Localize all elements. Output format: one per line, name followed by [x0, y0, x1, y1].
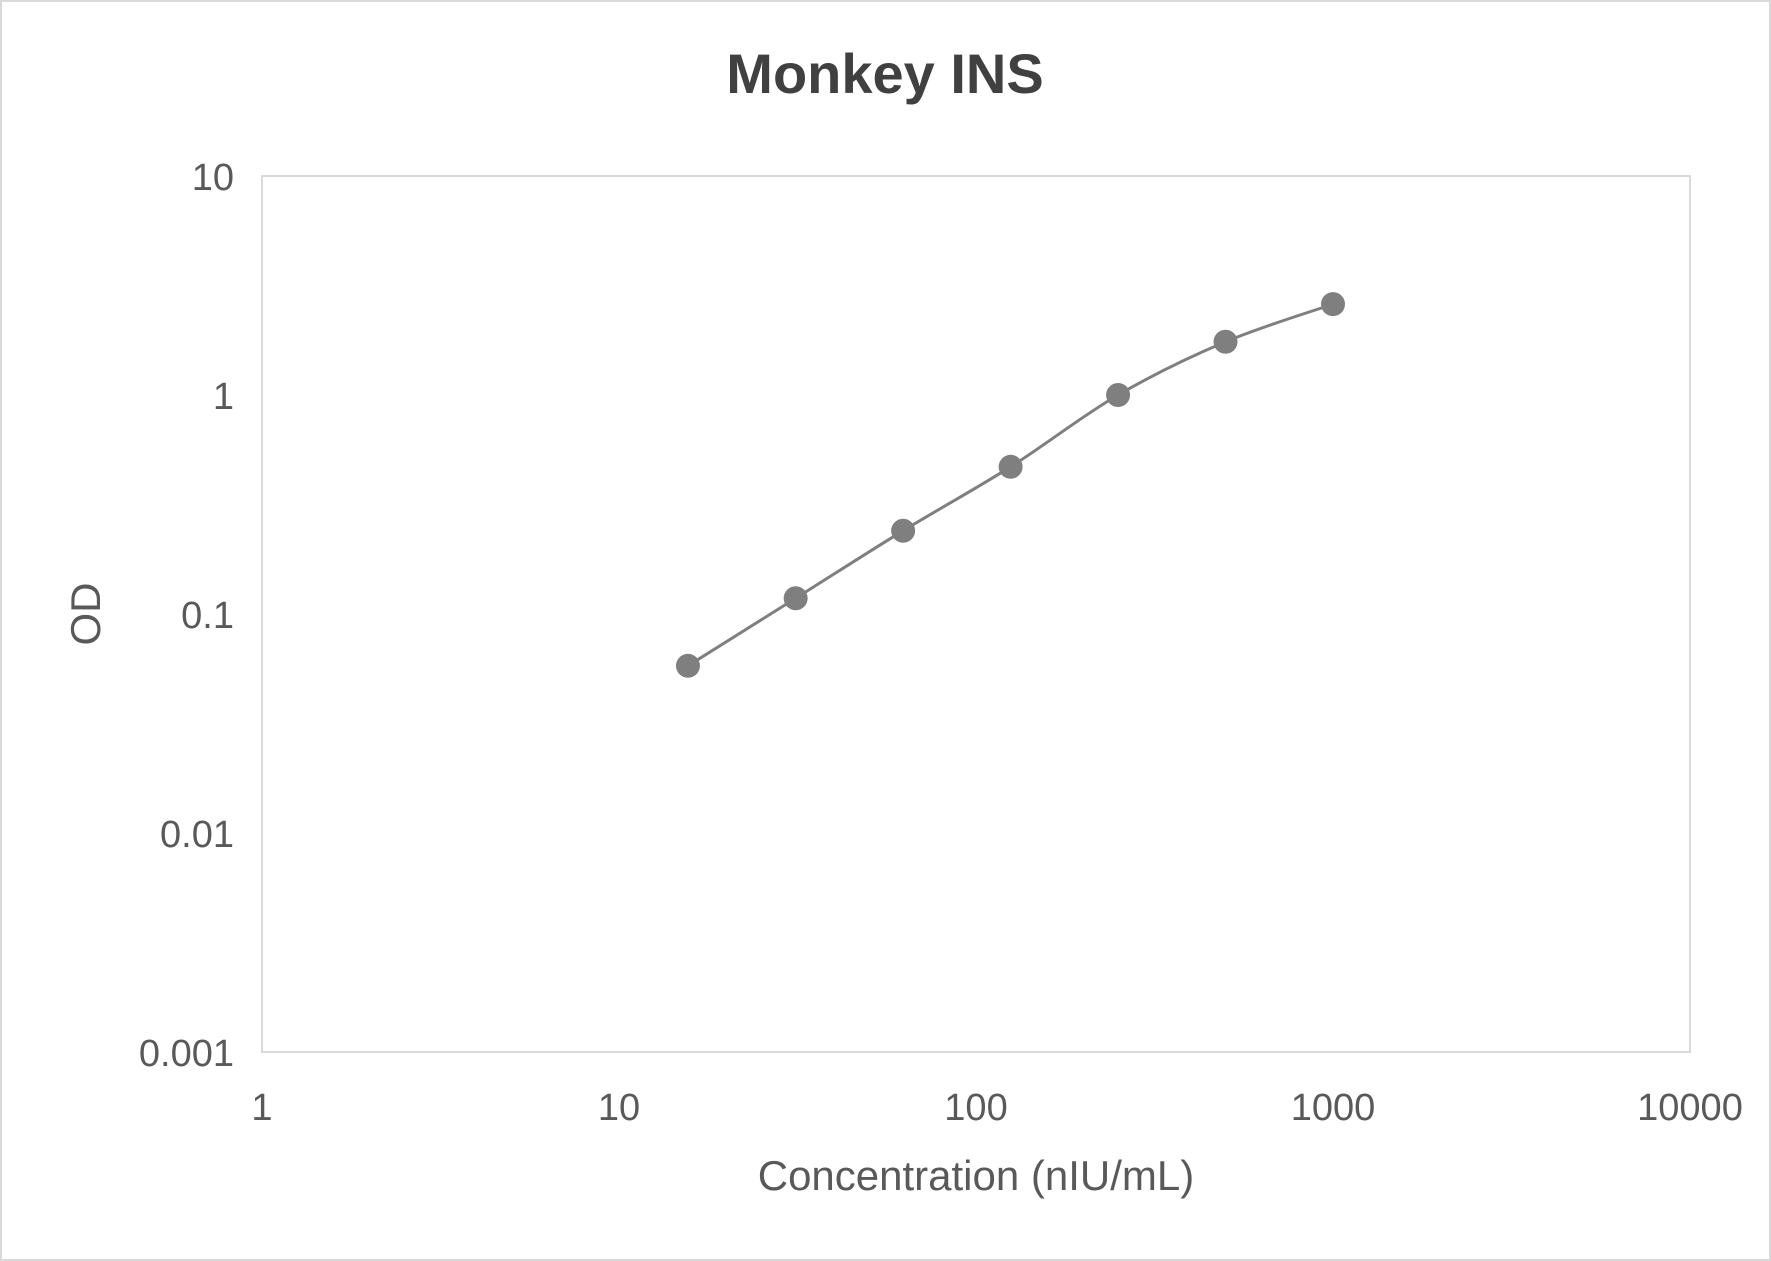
x-tick-label: 1000	[1291, 1087, 1376, 1129]
data-point	[891, 518, 916, 543]
x-tick-label: 100	[944, 1087, 1007, 1129]
x-tick-label: 10000	[1637, 1087, 1743, 1129]
data-point	[998, 454, 1023, 479]
y-tick-label: 0.1	[181, 595, 234, 637]
data-point	[1106, 383, 1131, 407]
chart-title: Monkey INS	[726, 42, 1043, 105]
data-point	[675, 653, 700, 678]
y-tick-label: 0.001	[139, 1033, 234, 1075]
data-point	[1213, 329, 1238, 354]
x-axis-label: Concentration (nIU/mL)	[758, 1152, 1195, 1199]
data-point	[783, 586, 808, 611]
y-tick-label: 0.01	[160, 814, 234, 856]
x-axis-tick-labels: 1 10 100 1000 10000	[251, 1087, 1742, 1129]
y-axis-label: OD	[62, 583, 109, 646]
x-tick-label: 10	[598, 1087, 640, 1129]
y-axis-tick-labels: 0.001 0.01 0.1 1 10	[139, 157, 234, 1075]
data-point	[1321, 292, 1345, 317]
y-tick-label: 10	[192, 157, 234, 199]
y-tick-label: 1	[213, 376, 234, 418]
plot-area	[261, 175, 1691, 1053]
x-tick-label: 1	[251, 1087, 272, 1129]
series-layer	[675, 292, 1345, 678]
